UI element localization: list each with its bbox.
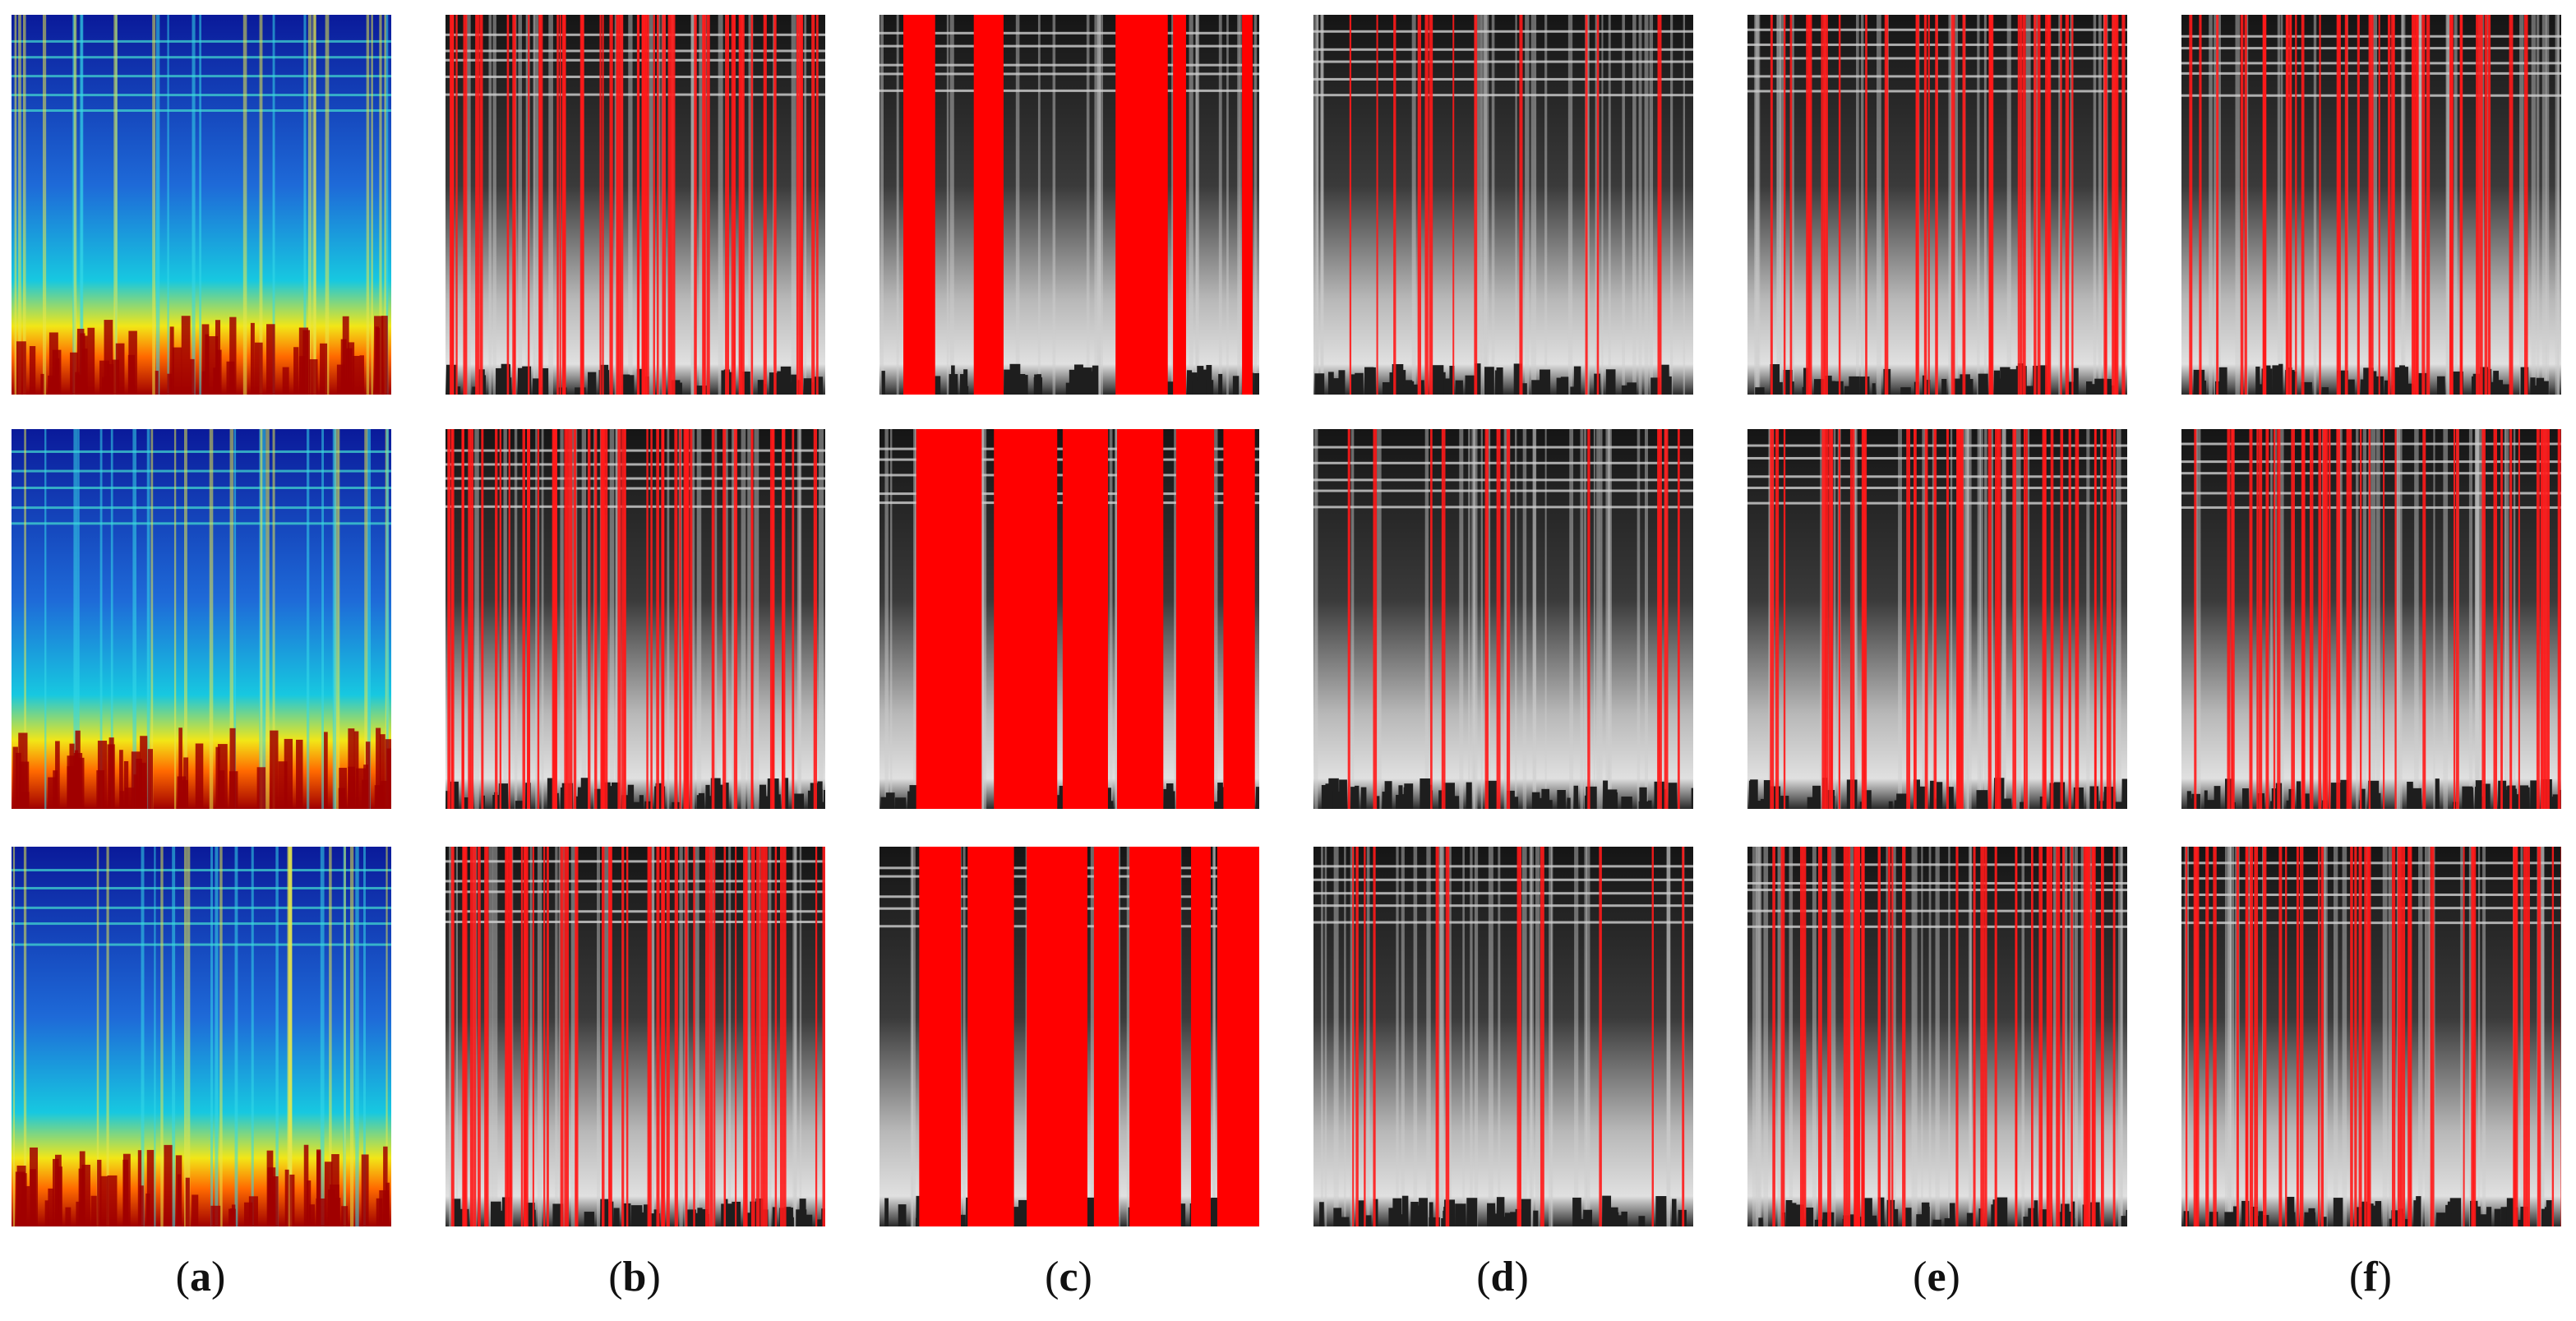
spectrogram-image-c-2 bbox=[879, 429, 1259, 809]
spectrogram-image-b-3 bbox=[445, 847, 825, 1226]
panel-c-row-1 bbox=[879, 15, 1259, 395]
panel-e-row-3 bbox=[1747, 847, 2127, 1226]
panel-e-row-2 bbox=[1747, 429, 2127, 809]
caption-letter: f bbox=[2363, 1254, 2378, 1300]
spectrogram-image-e-1 bbox=[1747, 15, 2127, 395]
panel-f-row-3 bbox=[2181, 847, 2561, 1226]
panel-c-row-3 bbox=[879, 847, 1259, 1226]
caption-f: (f) bbox=[2288, 1256, 2453, 1299]
caption-letter: e bbox=[1927, 1254, 1946, 1300]
panel-b-row-2 bbox=[445, 429, 825, 809]
caption-e: (e) bbox=[1854, 1256, 2019, 1299]
caption-c: (c) bbox=[986, 1256, 1151, 1299]
caption-d: (d) bbox=[1420, 1256, 1585, 1299]
panel-a-row-3 bbox=[12, 847, 391, 1226]
caption-open-paren: ( bbox=[1476, 1254, 1491, 1300]
caption-open-paren: ( bbox=[1045, 1254, 1059, 1300]
spectrogram-image-a-1 bbox=[12, 15, 391, 395]
spectrogram-image-a-3 bbox=[12, 847, 391, 1226]
spectrogram-image-f-2 bbox=[2181, 429, 2561, 809]
panel-f-row-2 bbox=[2181, 429, 2561, 809]
caption-open-paren: ( bbox=[608, 1254, 623, 1300]
caption-letter: d bbox=[1490, 1254, 1515, 1300]
caption-letter: a bbox=[190, 1254, 211, 1300]
spectrogram-image-d-1 bbox=[1313, 15, 1693, 395]
panel-d-row-3 bbox=[1313, 847, 1693, 1226]
caption-open-paren: ( bbox=[2349, 1254, 2364, 1300]
panel-b-row-1 bbox=[445, 15, 825, 395]
caption-open-paren: ( bbox=[1913, 1254, 1927, 1300]
spectrogram-image-b-1 bbox=[445, 15, 825, 395]
spectrogram-image-e-3 bbox=[1747, 847, 2127, 1226]
caption-close-paren: ) bbox=[1078, 1254, 1092, 1300]
panel-a-row-2 bbox=[12, 429, 391, 809]
panel-b-row-3 bbox=[445, 847, 825, 1226]
spectrogram-image-f-3 bbox=[2181, 847, 2561, 1226]
caption-close-paren: ) bbox=[1946, 1254, 1960, 1300]
caption-close-paren: ) bbox=[211, 1254, 226, 1300]
spectrogram-image-a-2 bbox=[12, 429, 391, 809]
panel-d-row-2 bbox=[1313, 429, 1693, 809]
panel-d-row-1 bbox=[1313, 15, 1693, 395]
panel-e-row-1 bbox=[1747, 15, 2127, 395]
spectrogram-image-f-1 bbox=[2181, 15, 2561, 395]
caption-close-paren: ) bbox=[1514, 1254, 1529, 1300]
spectrogram-image-c-3 bbox=[879, 847, 1259, 1226]
panel-c-row-2 bbox=[879, 429, 1259, 809]
spectrogram-image-d-3 bbox=[1313, 847, 1693, 1226]
spectrogram-image-e-2 bbox=[1747, 429, 2127, 809]
spectrogram-image-b-2 bbox=[445, 429, 825, 809]
caption-a: (a) bbox=[118, 1256, 283, 1299]
caption-close-paren: ) bbox=[2377, 1254, 2392, 1300]
caption-open-paren: ( bbox=[175, 1254, 190, 1300]
panel-f-row-1 bbox=[2181, 15, 2561, 395]
spectrogram-image-d-2 bbox=[1313, 429, 1693, 809]
caption-b: (b) bbox=[552, 1256, 717, 1299]
caption-close-paren: ) bbox=[646, 1254, 661, 1300]
caption-letter: c bbox=[1059, 1254, 1078, 1300]
caption-letter: b bbox=[622, 1254, 647, 1300]
spectrogram-image-c-1 bbox=[879, 15, 1259, 395]
panel-a-row-1 bbox=[12, 15, 391, 395]
